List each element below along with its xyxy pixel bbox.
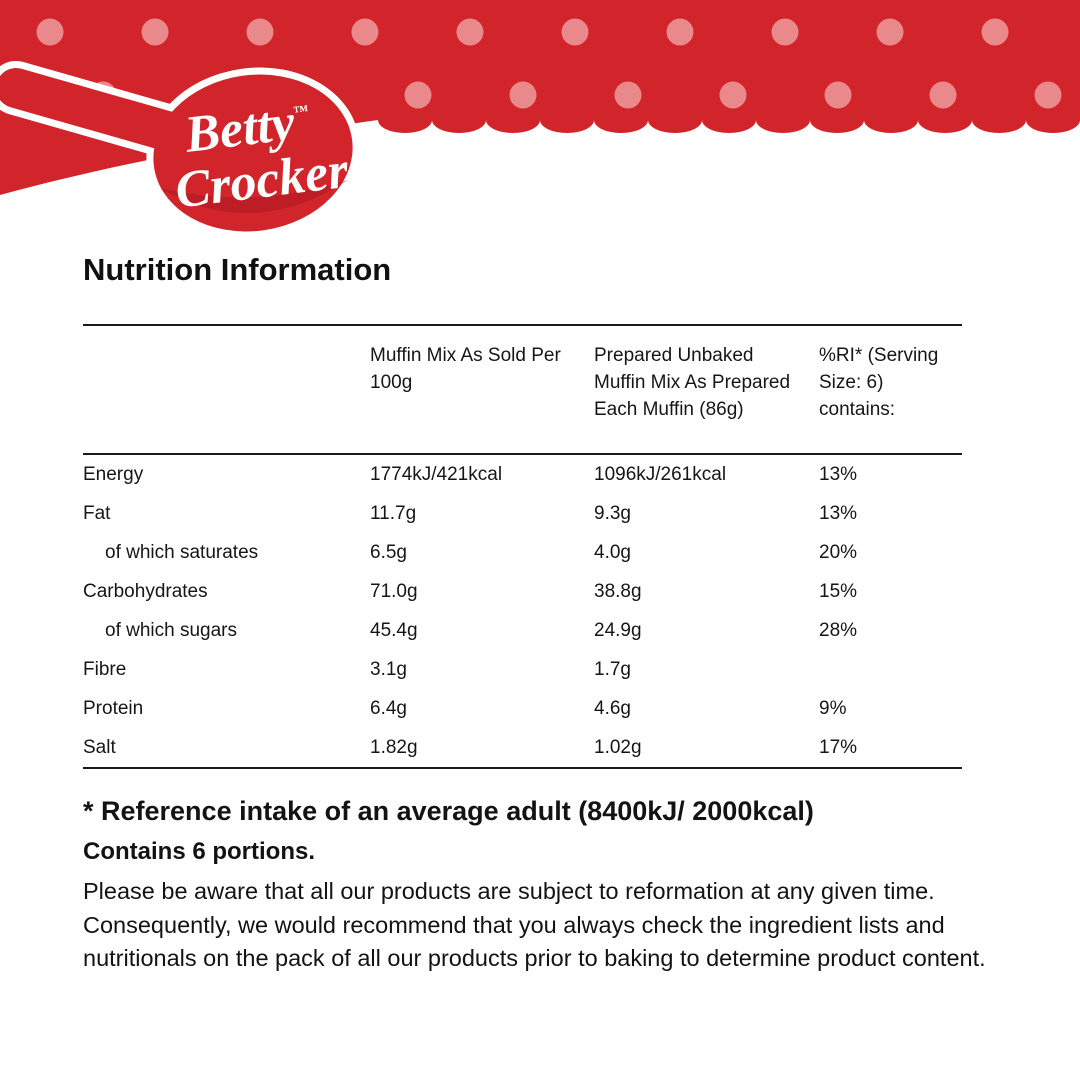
table-row: Fat 11.7g 9.3g 13% <box>83 494 962 533</box>
cell-per100g: 45.4g <box>370 620 418 641</box>
cell-ri: 13% <box>819 503 858 524</box>
logo-text-betty: Betty™ <box>181 92 313 164</box>
cell-per100g: 71.0g <box>370 581 418 602</box>
row-label: of which saturates <box>105 542 259 563</box>
header-ri: %RI* (Serving Size: 6) contains: <box>819 345 939 420</box>
header-prepared: Prepared Unbaked Muffin Mix As Prepared … <box>594 345 791 420</box>
cell-prepared: 1.7g <box>594 659 631 680</box>
row-label: Fibre <box>83 659 127 680</box>
footnotes: * Reference intake of an average adult (… <box>83 793 988 976</box>
brand-banner: Betty™ Crocker <box>0 0 1080 239</box>
table-row: Fibre 3.1g 1.7g <box>83 650 962 689</box>
cell-ri: 9% <box>819 698 847 719</box>
table-row: of which sugars 45.4g 24.9g 28% <box>83 611 962 650</box>
cell-prepared: 38.8g <box>594 581 642 602</box>
table-row: Energy 1774kJ/421kcal 1096kJ/261kcal 13% <box>83 455 962 494</box>
spoon-bowl-shadow <box>160 180 348 214</box>
cell-per100g: 11.7g <box>370 503 417 524</box>
row-label: Salt <box>83 737 116 758</box>
reformulation-disclaimer: Please be aware that all our products ar… <box>83 878 986 971</box>
cell-prepared: 4.0g <box>594 542 631 563</box>
logo-tm-mark: ™ <box>292 103 309 121</box>
cell-ri: 13% <box>819 464 858 485</box>
cell-per100g: 1774kJ/421kcal <box>370 464 503 485</box>
row-label: Energy <box>83 464 144 485</box>
cell-prepared: 4.6g <box>594 698 631 719</box>
cell-per100g: 1.82g <box>370 737 418 758</box>
table-row: Salt 1.82g 1.02g 17% <box>83 728 962 767</box>
portions-note: Contains 6 portions. <box>83 838 316 865</box>
reference-intake-note: * Reference intake of an average adult (… <box>83 796 814 826</box>
content-area: Nutrition Information Muffin Mix As Sold… <box>83 250 990 976</box>
cell-prepared: 24.9g <box>594 620 642 641</box>
banner-ribbon <box>0 0 1080 195</box>
table-row: of which saturates 6.5g 4.0g 20% <box>83 533 962 572</box>
row-label: of which sugars <box>105 620 238 641</box>
cell-per100g: 3.1g <box>370 659 407 680</box>
cell-per100g: 6.4g <box>370 698 407 719</box>
cell-prepared: 9.3g <box>594 503 631 524</box>
nutrition-table: Muffin Mix As Sold Per 100g Prepared Unb… <box>83 324 962 769</box>
cell-ri: 20% <box>819 542 858 563</box>
header-blank <box>83 326 370 453</box>
cell-prepared: 1096kJ/261kcal <box>594 464 727 485</box>
cell-ri: 28% <box>819 620 858 641</box>
table-row: Carbohydrates 71.0g 38.8g 15% <box>83 572 962 611</box>
header-as-sold: Muffin Mix As Sold Per 100g <box>370 345 561 393</box>
row-label: Protein <box>83 698 144 719</box>
cell-prepared: 1.02g <box>594 737 642 758</box>
table-row: Protein 6.4g 4.6g 9% <box>83 689 962 728</box>
cell-ri: 17% <box>819 737 858 758</box>
betty-crocker-logo: Betty™ Crocker <box>0 61 360 239</box>
table-header-row: Muffin Mix As Sold Per 100g Prepared Unb… <box>83 326 962 455</box>
cell-ri: 15% <box>819 581 858 602</box>
cell-per100g: 6.5g <box>370 542 407 563</box>
page-title: Nutrition Information <box>83 252 392 287</box>
cell-ri <box>819 650 962 689</box>
row-label: Fat <box>83 503 111 524</box>
row-label: Carbohydrates <box>83 581 208 602</box>
